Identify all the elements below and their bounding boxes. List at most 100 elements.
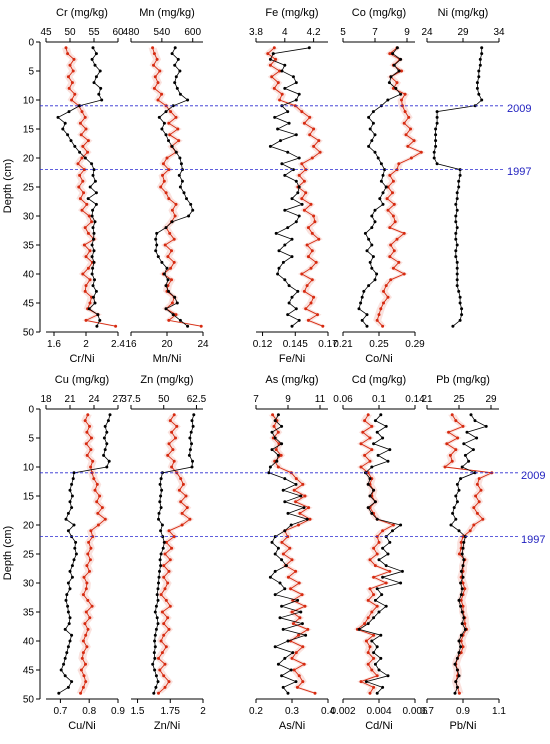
cd-concentration-point xyxy=(368,477,372,481)
zn-concentration-point xyxy=(156,587,160,591)
fe-concentration-point xyxy=(287,284,291,288)
as-concentration-point xyxy=(273,569,277,573)
fe-ratio-point xyxy=(302,289,306,293)
ni-concentration-point xyxy=(475,86,479,90)
zn-concentration-point xyxy=(159,564,163,568)
as-concentration-point xyxy=(294,680,298,684)
fe-concentration-point xyxy=(297,318,301,322)
co-ratio-point xyxy=(409,127,412,131)
cd-ratio-point xyxy=(373,564,377,568)
co-ratio-point xyxy=(391,86,395,90)
as-concentration-point xyxy=(280,558,284,562)
co-concentration-point xyxy=(367,115,371,119)
zn-concentration-point xyxy=(191,459,194,463)
pb-concentration-point xyxy=(449,523,453,527)
fe-ratio-point xyxy=(274,57,278,61)
mn-top-tick-label: 480 xyxy=(123,27,140,38)
fe-ratio-point xyxy=(268,63,272,67)
co-ratio-point xyxy=(388,52,392,56)
zn-ratio-point xyxy=(166,616,170,620)
pb-bottom-tick-label: 0.7 xyxy=(420,706,434,717)
cu-ratio-point xyxy=(89,448,93,452)
cd-ratio-point xyxy=(366,651,370,655)
mn-concentration-point xyxy=(185,197,188,201)
fe-concentration-point xyxy=(268,144,272,148)
cu-ratio-point xyxy=(86,627,90,631)
depth-tick-label: 30 xyxy=(23,579,35,590)
cu-concentration-point xyxy=(62,662,66,666)
fe-bottom-axis-title: Fe/Ni xyxy=(279,353,305,365)
cd-concentration-point xyxy=(375,430,379,434)
zn-concentration-point xyxy=(156,598,160,602)
cd-ratio-band xyxy=(353,414,398,694)
co-concentration-point xyxy=(392,63,396,67)
fe-concentration-point xyxy=(294,179,298,183)
pb-concentration-point xyxy=(454,517,458,521)
zn-concentration-point xyxy=(157,517,160,521)
zn-ratio-point xyxy=(179,477,183,481)
cu-ratio-point xyxy=(90,436,93,440)
ni-concentration-point xyxy=(434,144,438,148)
fe-concentration-point xyxy=(276,272,280,276)
fe-ratio-point xyxy=(310,156,314,160)
ni-concentration-point xyxy=(458,301,462,305)
zn-top-tick-label: 37.5 xyxy=(121,394,141,405)
co-concentration-point xyxy=(365,313,369,317)
cd-ratio-point xyxy=(366,471,370,475)
fe-concentration-point xyxy=(297,92,301,96)
fe-ratio-point xyxy=(276,81,280,85)
co-concentration-point xyxy=(367,237,371,241)
co-ratio-point xyxy=(388,255,392,259)
zn-bottom-tick-label: 1.75 xyxy=(161,706,181,717)
co-concentration-point xyxy=(373,133,377,137)
fe-ratio-point xyxy=(317,237,321,241)
mn-top-tick-label: 600 xyxy=(184,27,201,38)
pb-ratio-point xyxy=(457,552,461,556)
pb-concentration-point xyxy=(457,651,461,655)
cd-ratio-point xyxy=(388,569,392,573)
cd-bottom-tick-label: 0.006 xyxy=(402,706,427,717)
cr-concentration-point xyxy=(69,139,73,143)
cr-ratio-point xyxy=(82,191,86,195)
fe-top-axis-title: Fe (mg/kg) xyxy=(265,7,318,19)
co-concentration-point xyxy=(365,249,369,253)
ni-concentration-point xyxy=(475,81,479,85)
ni-concentration-point xyxy=(458,318,462,322)
zn-ratio-point xyxy=(157,691,160,695)
depth-axis-label-top: Depth (cm) xyxy=(2,159,14,213)
cd-ratio-point xyxy=(377,540,381,544)
zn-ratio-point xyxy=(163,685,167,689)
co-concentration-point xyxy=(399,57,403,61)
pb-concentration-point xyxy=(457,598,461,602)
cu-concentration-point xyxy=(72,471,76,475)
mn-concentration-point xyxy=(189,202,193,206)
mn-concentration-point xyxy=(178,185,182,189)
pb-concentration-point xyxy=(462,558,466,562)
as-top-axis-title: As (mg/kg) xyxy=(265,374,318,386)
mn-ratio-point xyxy=(170,208,174,212)
co-concentration-point xyxy=(389,75,393,79)
pb-ratio-point xyxy=(448,453,452,457)
mn-ratio-point xyxy=(167,197,171,201)
pb-ratio-point xyxy=(443,465,447,469)
as-ratio-point xyxy=(286,575,290,579)
cr-bottom-tick-label: 2 xyxy=(83,339,89,350)
co-ratio-point xyxy=(379,307,383,311)
cr-concentration-point xyxy=(93,63,97,67)
fe-concentration-point xyxy=(294,307,298,311)
cu-concentration-point xyxy=(68,569,72,573)
cu-ratio-point xyxy=(98,494,102,498)
as-concentration-point xyxy=(273,593,277,597)
as-top-tick-label: 7 xyxy=(253,394,259,405)
mn-concentration-point xyxy=(164,110,168,114)
as-ratio-point xyxy=(272,424,276,428)
zn-concentration-point xyxy=(161,546,165,550)
pb-concentration-point xyxy=(462,442,466,446)
depth-tick-label: 25 xyxy=(23,183,35,194)
fe-ratio-point xyxy=(309,301,313,305)
co-ratio-point xyxy=(409,156,413,160)
pb-bottom-tick-label: 1.1 xyxy=(492,706,506,717)
cu-top-tick-label: 18 xyxy=(40,394,52,405)
as-ratio-point xyxy=(297,523,300,527)
cu-ratio-point xyxy=(81,593,85,597)
